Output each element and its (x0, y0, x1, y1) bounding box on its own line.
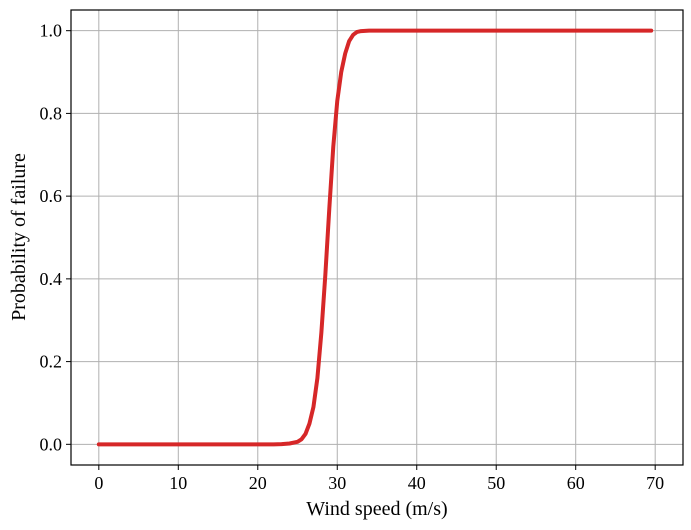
x-axis-ticks: 0 10 20 30 40 50 60 70 (94, 465, 664, 493)
x-tick-label: 0 (94, 473, 103, 493)
y-tick-label: 0.6 (40, 186, 63, 206)
y-tick-label: 0.8 (40, 103, 63, 123)
y-axis-ticks: 0.0 0.2 0.4 0.6 0.8 1.0 (40, 21, 71, 454)
y-tick-label: 1.0 (40, 21, 63, 41)
failure-probability-curve (96, 28, 654, 447)
x-axis-label: Wind speed (m/s) (306, 498, 447, 520)
y-tick-label: 0.2 (40, 352, 63, 372)
x-tick-label: 60 (567, 473, 585, 493)
x-tick-label: 50 (487, 473, 505, 493)
series-layer (96, 28, 654, 447)
grid (71, 10, 683, 465)
y-tick-label: 0.0 (40, 434, 63, 454)
plot-frame (70, 9, 684, 466)
y-tick-label: 0.4 (40, 269, 63, 289)
x-tick-label: 70 (646, 473, 664, 493)
x-tick-label: 10 (169, 473, 187, 493)
x-tick-label: 40 (408, 473, 426, 493)
x-tick-label: 20 (249, 473, 267, 493)
x-tick-label: 30 (328, 473, 346, 493)
y-axis-label: Probability of failure (8, 153, 30, 321)
